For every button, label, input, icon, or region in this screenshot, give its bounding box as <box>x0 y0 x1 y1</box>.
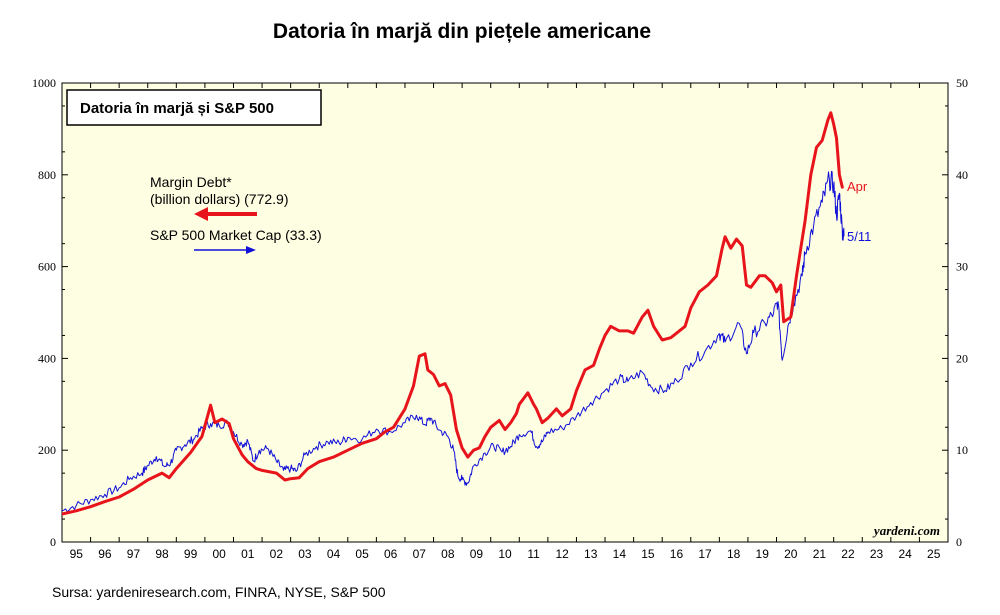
x-tick-label: 07 <box>413 547 427 561</box>
x-tick-label: 96 <box>98 547 112 561</box>
x-tick-label: 24 <box>898 547 912 561</box>
x-tick-label: 95 <box>70 547 84 561</box>
sp500-end-label: 5/11 <box>847 229 871 244</box>
x-tick-label: 18 <box>727 547 741 561</box>
margin-end-label: Apr <box>847 179 868 194</box>
y-left-tick-label: 200 <box>38 443 56 457</box>
x-tick-label: 06 <box>384 547 398 561</box>
x-tick-label: 15 <box>641 547 655 561</box>
x-axis: 95 96 97 98 99 00 01 02 03 04 05 06 07 08 09 10 11 12 13 14… <box>61 83 949 561</box>
page-title: Datoria în marjă din piețele americane <box>272 20 652 43</box>
y-right-tick-label: 30 <box>956 260 968 274</box>
legend-sp500-arrow <box>194 246 256 254</box>
x-tick-label: 10 <box>498 547 512 561</box>
x-tick-label: 98 <box>155 547 169 561</box>
x-tick-label: 20 <box>784 547 798 561</box>
x-tick-label: 03 <box>298 547 312 561</box>
x-tick-label: 11 <box>527 547 540 561</box>
x-tick-label: 00 <box>213 547 227 561</box>
x-tick-label: 05 <box>355 547 369 561</box>
x-tick-label: 04 <box>327 547 341 561</box>
x-tick-label: 25 <box>927 547 941 561</box>
series-sp500-line <box>62 170 845 513</box>
x-tick-label: 23 <box>870 547 884 561</box>
x-tick-label: 97 <box>127 547 141 561</box>
x-tick-label: 19 <box>756 547 770 561</box>
legend-margin-label-2: (billion dollars) (772.9) <box>150 191 289 207</box>
x-tick-label: 02 <box>270 547 284 561</box>
x-tick-label: 21 <box>813 547 827 561</box>
x-tick-label: 16 <box>670 547 684 561</box>
brand-watermark: yardeni.com <box>872 523 940 538</box>
y-right-tick-label: 0 <box>956 535 962 549</box>
chart-title: Datoria în marjă și S&P 500 <box>80 100 274 117</box>
x-tick-label: 17 <box>698 547 712 561</box>
x-tick-label: 01 <box>241 547 255 561</box>
x-tick-label: 22 <box>841 547 855 561</box>
x-tick-label: 09 <box>470 547 484 561</box>
chart-title-box <box>66 89 322 126</box>
x-tick-label: 99 <box>184 547 198 561</box>
x-tick-label: 08 <box>441 547 455 561</box>
plot-area <box>61 82 949 543</box>
y-right-tick-label: 40 <box>956 168 968 182</box>
y-left-tick-label: 600 <box>38 260 56 274</box>
x-tick-label: 13 <box>584 547 598 561</box>
y-right-tick-label: 20 <box>956 351 968 365</box>
y-axis-right: 0 10 20 30 40 50 <box>942 76 968 549</box>
series-margin-debt-line <box>62 111 844 516</box>
legend-margin-arrow <box>194 207 257 221</box>
legend-sp500-label: S&P 500 Market Cap (33.3) <box>150 227 322 243</box>
y-left-tick-label: 1000 <box>32 76 56 90</box>
legend-margin-label-1: Margin Debt* <box>150 174 232 190</box>
y-left-tick-label: 400 <box>38 351 56 365</box>
y-right-tick-label: 50 <box>956 76 968 90</box>
x-tick-label: 14 <box>613 547 627 561</box>
y-left-tick-label: 800 <box>38 168 56 182</box>
y-right-tick-label: 10 <box>956 443 968 457</box>
y-left-tick-label: 0 <box>50 535 56 549</box>
y-axis-left: 0 200 400 600 800 1000 <box>32 76 68 549</box>
source-note: Sursa: yardeniresearch.com, FINRA, NYSE,… <box>52 584 386 600</box>
x-tick-label: 12 <box>555 547 569 561</box>
